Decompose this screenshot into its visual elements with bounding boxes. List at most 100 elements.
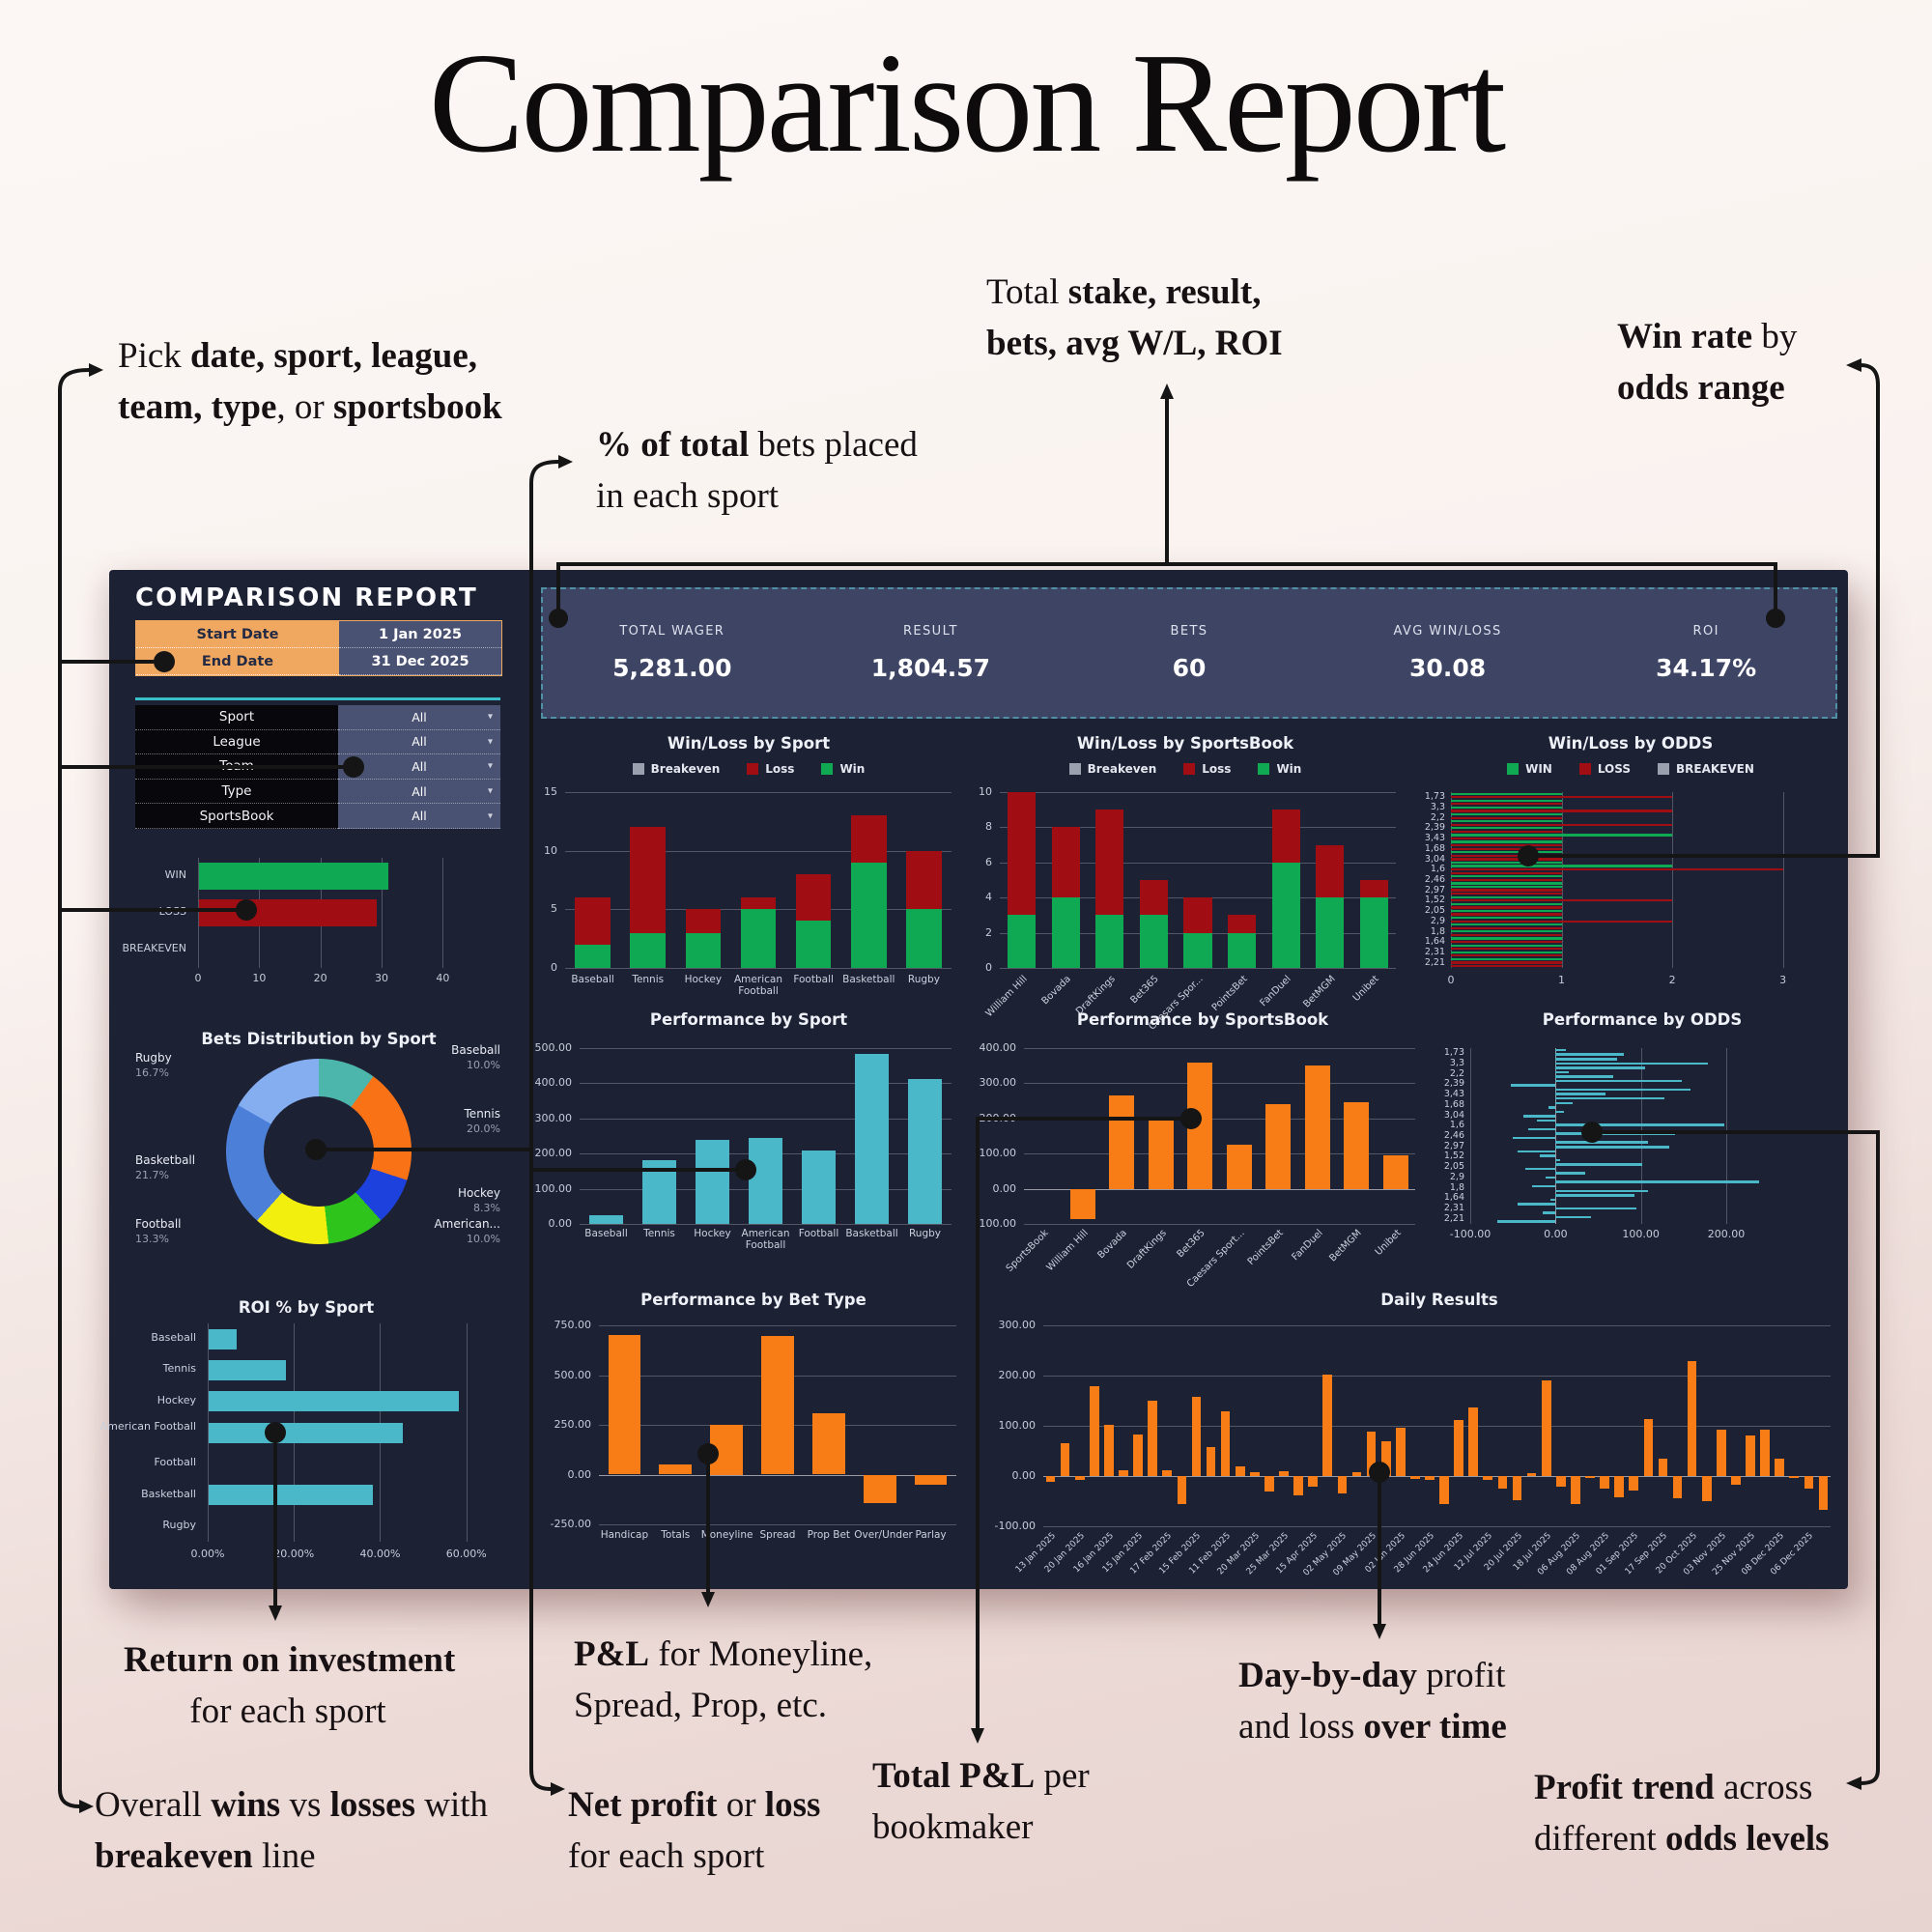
- gridline: [466, 1323, 468, 1542]
- gridline: [599, 1474, 956, 1476]
- filter-dropdown[interactable]: All ▾: [338, 705, 500, 730]
- x-axis-tick: 40.00%: [359, 1548, 401, 1560]
- bar-loss: [1139, 880, 1168, 916]
- gridline: [382, 858, 383, 968]
- date-filter-label: End Date: [136, 648, 339, 675]
- bar-loss: [1451, 871, 1562, 874]
- legend-item-Breakeven: Breakeven: [632, 762, 720, 776]
- page-title: Comparison Report: [428, 24, 1506, 183]
- bar-win: [1271, 862, 1300, 968]
- filter-row: SportsBook All ▾: [135, 804, 500, 829]
- bar: [1555, 1066, 1646, 1069]
- x-axis-label: Bet365: [1175, 1228, 1208, 1261]
- bar: [1555, 1132, 1675, 1135]
- bar-loss: [1451, 878, 1562, 881]
- stat-column: BETS 60: [1060, 589, 1319, 717]
- x-axis-label: Unibet: [1373, 1228, 1404, 1259]
- date-filter-value[interactable]: 1 Jan 2025: [339, 621, 501, 648]
- filter-dropdown[interactable]: All ▾: [338, 779, 500, 805]
- bar-loss: [1451, 933, 1562, 937]
- bar: [209, 1485, 373, 1506]
- bar-win: [1008, 915, 1037, 968]
- filter-dropdown[interactable]: All ▾: [338, 754, 500, 780]
- bar: [1672, 1476, 1683, 1499]
- bar: [1425, 1476, 1435, 1481]
- slice-label: Football: [135, 1217, 182, 1231]
- x-axis-tick: 30: [375, 972, 388, 984]
- legend-item-Win: Win: [821, 762, 865, 776]
- filter-dropdown[interactable]: All ▾: [338, 729, 500, 755]
- dashboard-title: COMPARISON REPORT: [135, 583, 478, 612]
- dashboard-screenshot: COMPARISON REPORT Start Date 1 Jan 2025 En…: [100, 570, 1848, 1589]
- bar: [1497, 1220, 1556, 1223]
- legend-swatch: [1068, 763, 1081, 775]
- filter-label: Type: [135, 779, 338, 805]
- slice-label: Tennis: [464, 1107, 500, 1121]
- stat-label: BETS: [1170, 624, 1208, 639]
- bar: [1600, 1476, 1609, 1489]
- x-axis-tick: 20: [313, 972, 327, 984]
- chevron-down-icon: ▾: [487, 736, 493, 748]
- x-axis-label: Baseball: [584, 1228, 628, 1239]
- x-axis-label: Totals: [661, 1529, 691, 1541]
- bar: [1555, 1215, 1592, 1219]
- annotation-overall-winloss: Overall wins vs losses with breakeven lin…: [95, 1785, 489, 1877]
- bar-loss: [1451, 830, 1562, 833]
- bar-win: [1451, 865, 1673, 867]
- bar: [1555, 1194, 1634, 1197]
- gridline: [1000, 862, 1396, 864]
- y-axis-tick: 0.00: [1011, 1469, 1037, 1482]
- gridline: [599, 1524, 956, 1525]
- filter-label: Team: [135, 754, 338, 780]
- x-axis-tick: 200.00: [1707, 1228, 1746, 1240]
- x-axis-tick: 0: [1447, 974, 1455, 986]
- bar: [1293, 1476, 1303, 1495]
- date-filter-value[interactable]: 31 Dec 2025: [339, 648, 501, 675]
- bar: [1555, 1096, 1665, 1100]
- x-axis-label: Tennis: [632, 974, 665, 985]
- category-label: Tennis: [162, 1362, 196, 1376]
- bar: [209, 1422, 403, 1443]
- gridline: [1561, 792, 1563, 968]
- bar: [1069, 1188, 1095, 1219]
- filter-dropdown[interactable]: All ▾: [338, 804, 500, 829]
- category-label: Baseball: [151, 1331, 196, 1345]
- y-axis-tick: 0.00: [567, 1467, 592, 1481]
- bar: [1746, 1435, 1755, 1476]
- bar: [199, 863, 389, 890]
- y-axis-tick: 100.00: [534, 1181, 573, 1195]
- bar: [801, 1150, 837, 1224]
- x-axis-label: Parlay: [915, 1529, 947, 1541]
- bar: [209, 1359, 287, 1380]
- x-axis-tick: 0.00%: [190, 1548, 225, 1560]
- bar: [1555, 1093, 1605, 1095]
- chart-title-perf_odds: Performance by ODDS: [1542, 1010, 1743, 1029]
- bar-loss: [1271, 810, 1300, 863]
- filter-label: Sport: [135, 705, 338, 730]
- bar: [1454, 1419, 1463, 1476]
- slice-label: Baseball: [451, 1043, 500, 1057]
- bar-loss: [1451, 858, 1562, 861]
- legend-item-Loss: Loss: [747, 762, 794, 776]
- bar-loss: [1183, 897, 1212, 933]
- bar: [1304, 1065, 1330, 1189]
- bar: [1775, 1458, 1784, 1476]
- y-axis-tick: 4: [985, 891, 992, 904]
- divider: [135, 697, 500, 700]
- bar: [854, 1054, 890, 1224]
- gridline: [1043, 1426, 1831, 1427]
- bar: [1468, 1406, 1479, 1476]
- legend-swatch: [1258, 763, 1270, 775]
- x-axis-label: BetMGM: [1327, 1228, 1365, 1264]
- gridline: [1024, 1118, 1415, 1120]
- filter-table: Sport All ▾ League All ▾ Team All ▾ Type All ▾ Sport…: [135, 705, 500, 829]
- chart-title-perf_bettype: Performance by Bet Type: [640, 1291, 867, 1309]
- bar-win: [1451, 834, 1673, 837]
- chevron-down-icon: ▾: [487, 785, 493, 797]
- x-axis-label: Football: [798, 1228, 839, 1239]
- slice-percent: 10.0%: [467, 1233, 500, 1245]
- x-axis-label: Baseball: [571, 974, 614, 985]
- odds-row-label: 2,97: [1443, 1140, 1464, 1151]
- gridline: [599, 1325, 956, 1326]
- bar-loss: [685, 909, 722, 933]
